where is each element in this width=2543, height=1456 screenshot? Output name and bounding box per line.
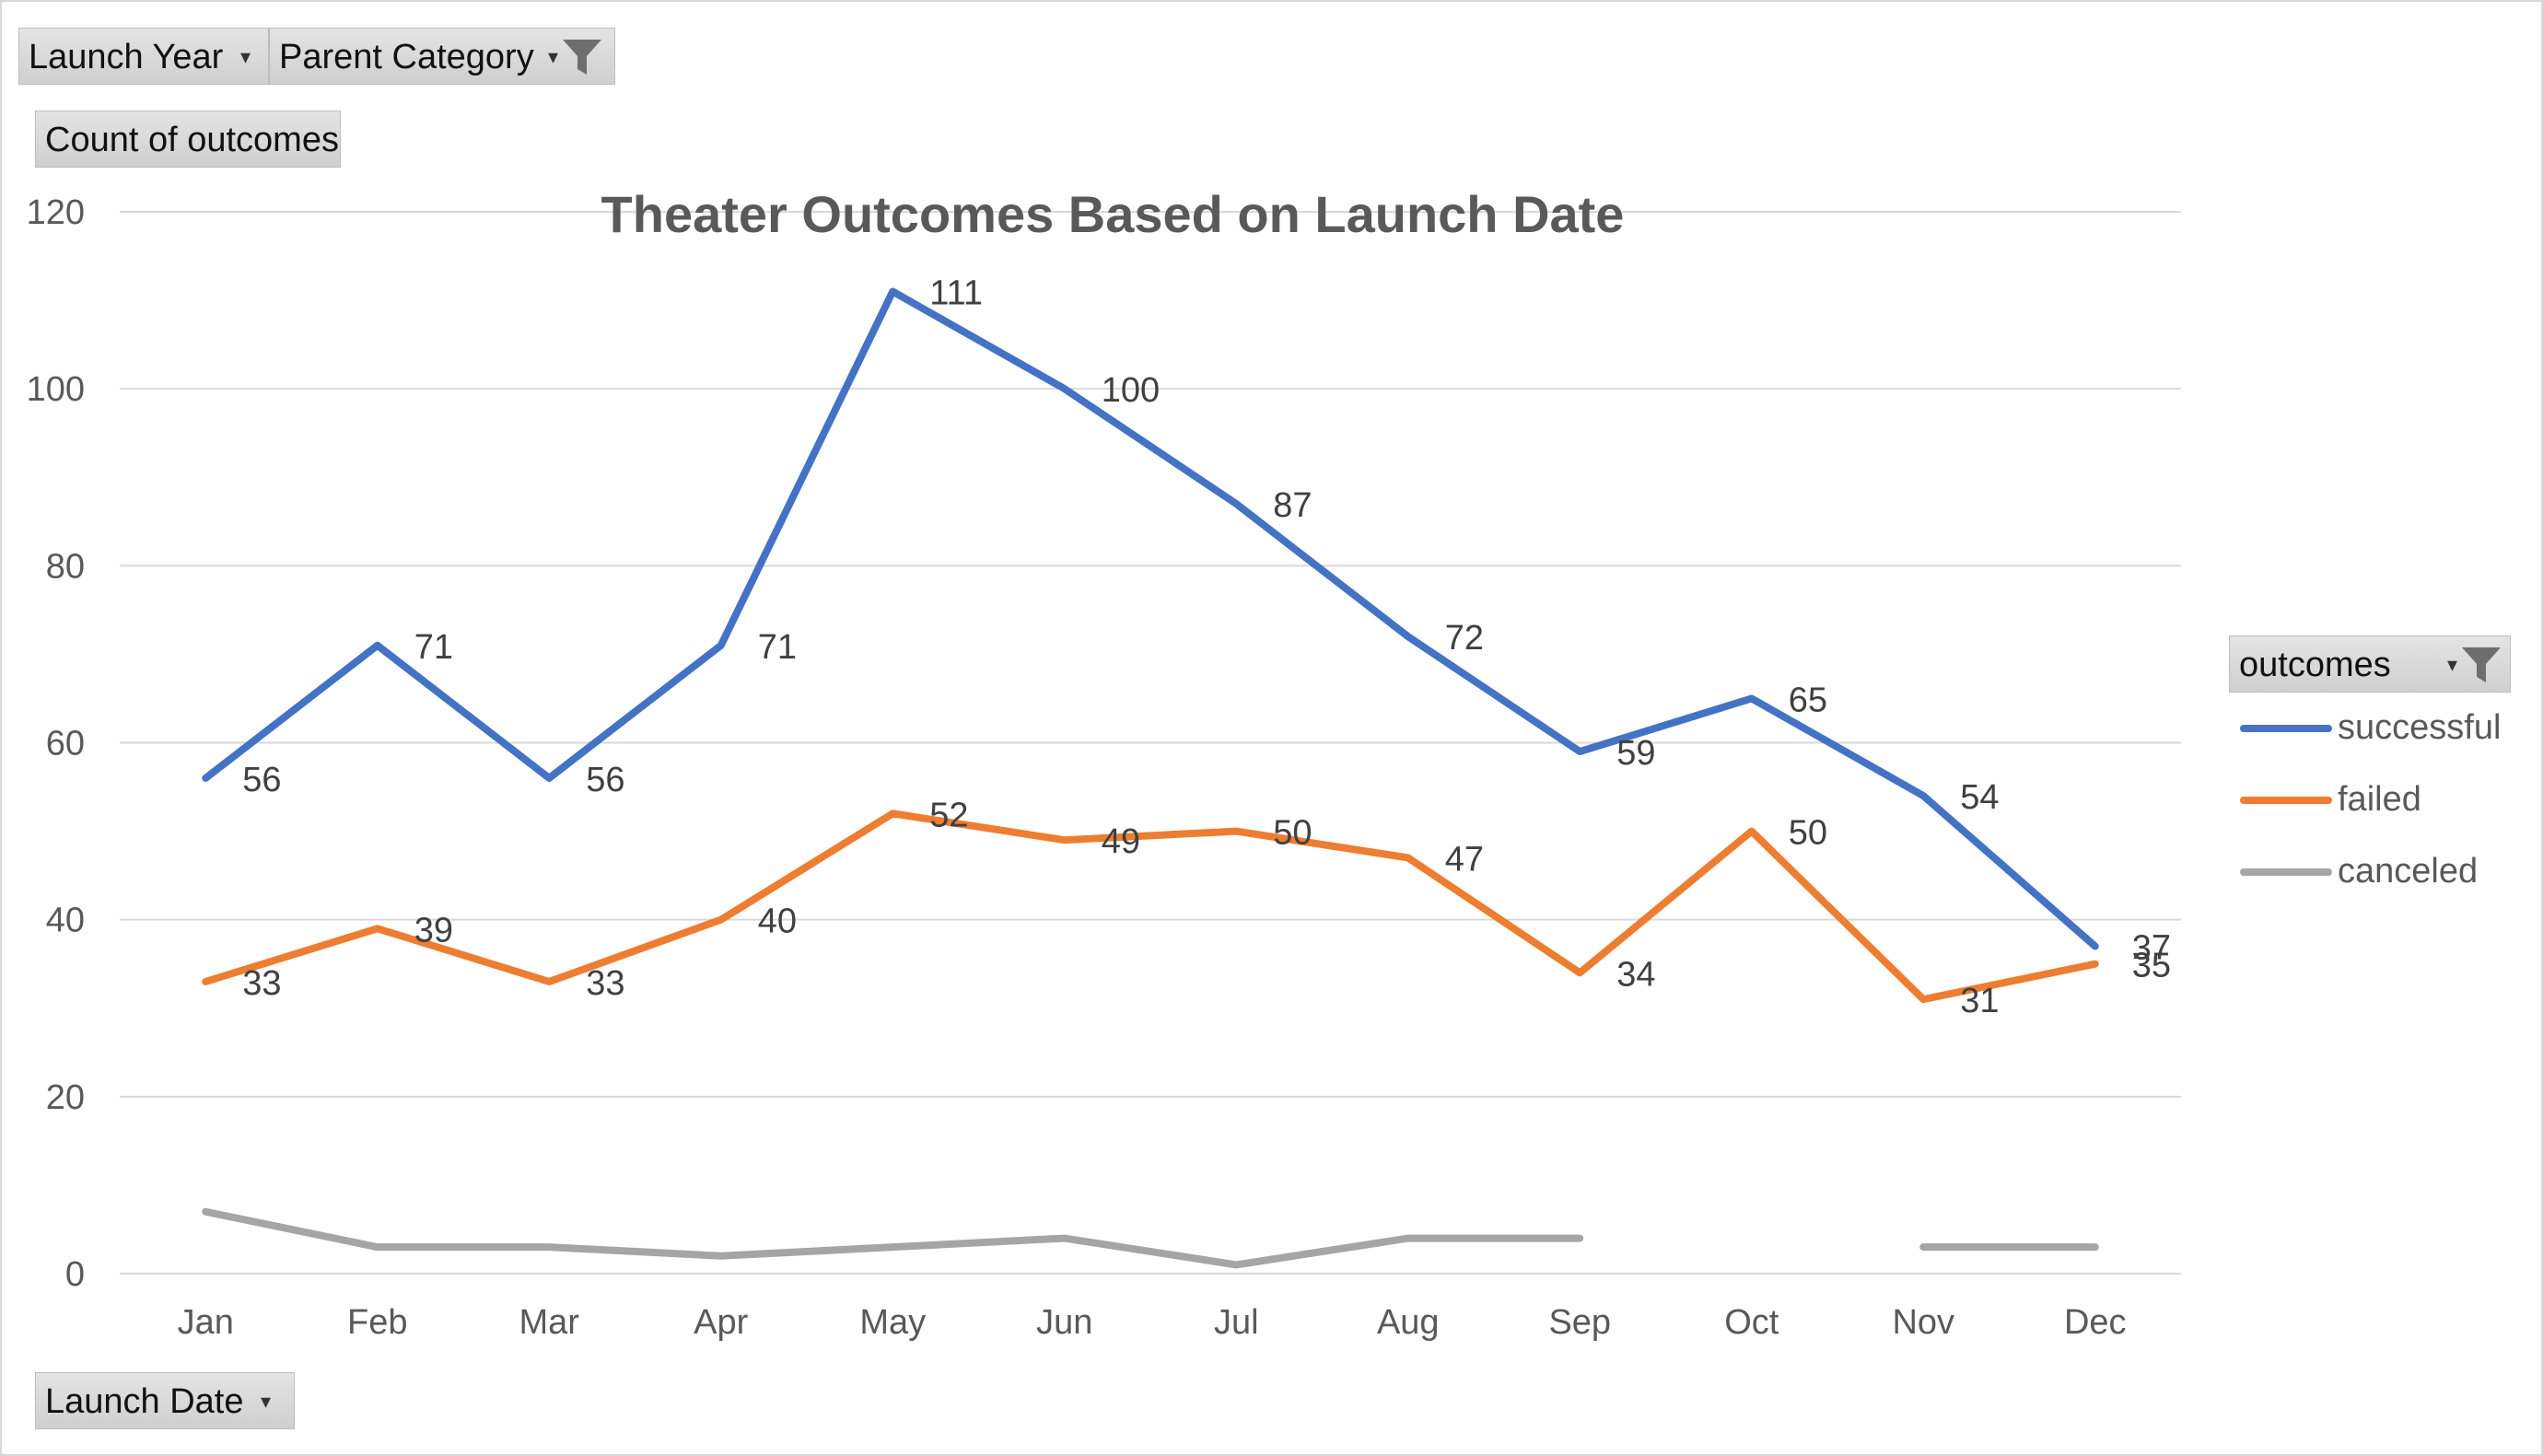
parent-category-label: Parent Category	[279, 38, 534, 76]
y-tick-label: 80	[46, 547, 85, 586]
data-label-successful: 59	[1616, 734, 1655, 773]
y-tick-label: 20	[46, 1078, 85, 1117]
y-tick-label: 0	[65, 1255, 85, 1294]
series-line-failed	[202, 810, 2099, 1004]
x-axis-tick-labels: Jan Feb Mar Apr May Jun Jul Aug Sep Oct Nov Dec	[178, 1303, 2127, 1342]
legend-label-canceled: canceled	[2338, 852, 2479, 891]
y-tick-label: 100	[27, 370, 85, 409]
data-label-failed: 33	[242, 964, 281, 1003]
axis-field-button[interactable]: Launch Date ▾	[35, 1372, 295, 1429]
filter-funnel-icon	[563, 40, 601, 75]
parent-category-filter-button[interactable]: Parent Category ▾	[269, 28, 615, 85]
data-label-failed: 40	[758, 903, 797, 941]
data-labels: 56 71 56 71 111 100 87 72 59 65 54 37 33 39 33 40 52 49 50…	[242, 274, 2171, 1020]
data-label-successful: 54	[1960, 778, 1999, 817]
data-label-successful: 65	[1789, 681, 1827, 719]
axis-field-label: Launch Date	[45, 1382, 244, 1421]
data-label-successful: 72	[1445, 619, 1484, 658]
values-field-label: Count of outcomes	[45, 121, 339, 159]
y-tick-label: 40	[46, 902, 85, 940]
data-label-successful: 71	[758, 628, 797, 667]
data-label-failed: 47	[1445, 840, 1484, 879]
chevron-down-icon: ▾	[240, 45, 251, 68]
data-label-successful: 87	[1273, 486, 1312, 525]
legend-label-successful: successful	[2338, 708, 2502, 747]
data-label-failed: 34	[1616, 955, 1655, 994]
data-label-successful: 37	[2132, 928, 2171, 967]
chevron-down-icon: ▾	[2447, 653, 2458, 676]
y-axis-tick-labels: 0 20 40 60 80 100 120	[27, 193, 85, 1294]
x-tick-label: Apr	[694, 1303, 748, 1342]
x-tick-label: May	[859, 1303, 926, 1342]
y-tick-label: 120	[27, 193, 85, 232]
x-tick-label: Mar	[519, 1303, 580, 1342]
data-label-successful: 71	[414, 628, 453, 667]
data-label-failed: 31	[1960, 982, 1999, 1020]
legend-item-successful[interactable]: successful	[2240, 700, 2516, 755]
x-tick-label: Feb	[347, 1303, 407, 1342]
chevron-down-icon: ▾	[261, 1390, 272, 1413]
x-tick-label: Jun	[1036, 1303, 1092, 1342]
data-label-failed: 35	[2132, 947, 2171, 985]
series-lines	[202, 287, 2099, 1269]
data-label-failed: 39	[414, 911, 453, 949]
values-field-button[interactable]: Count of outcomes	[35, 111, 341, 168]
data-label-failed: 50	[1789, 814, 1827, 853]
data-label-successful: 56	[586, 761, 624, 799]
legend-swatch-canceled	[2240, 868, 2332, 876]
x-tick-label: Oct	[1724, 1303, 1779, 1342]
legend-field-button[interactable]: outcomes ▾	[2229, 635, 2511, 693]
legend-item-failed[interactable]: failed	[2240, 772, 2516, 827]
launch-year-label: Launch Year	[29, 38, 224, 76]
chevron-down-icon: ▾	[548, 45, 559, 68]
data-label-successful: 100	[1102, 371, 1160, 410]
chart-title: Theater Outcomes Based on Launch Date	[601, 185, 1625, 243]
legend-label-failed: failed	[2338, 780, 2421, 819]
x-tick-label: Jul	[1214, 1303, 1259, 1342]
legend-swatch-failed	[2240, 797, 2332, 804]
data-label-failed: 33	[586, 964, 624, 1003]
data-label-failed: 50	[1273, 814, 1312, 853]
series-line-successful	[202, 287, 2099, 950]
gridlines	[120, 211, 2181, 1275]
launch-year-filter-button[interactable]: Launch Year ▾	[18, 28, 269, 85]
data-label-failed: 52	[929, 796, 968, 834]
x-tick-label: Jan	[178, 1303, 234, 1342]
data-label-successful: 111	[929, 274, 983, 312]
x-tick-label: Dec	[2064, 1303, 2127, 1342]
x-tick-label: Nov	[1892, 1303, 1954, 1342]
legend-field-label: outcomes	[2239, 646, 2391, 684]
x-tick-label: Aug	[1377, 1303, 1440, 1342]
legend-swatch-successful	[2240, 725, 2332, 732]
legend-item-canceled[interactable]: canceled	[2240, 844, 2516, 899]
series-line-canceled	[202, 1207, 1584, 1269]
data-label-successful: 56	[242, 761, 281, 799]
y-tick-label: 60	[46, 725, 85, 763]
legend: successful failed canceled	[2240, 700, 2516, 891]
data-label-failed: 49	[1102, 822, 1140, 861]
x-tick-label: Sep	[1548, 1303, 1611, 1342]
filter-funnel-icon	[2462, 647, 2501, 682]
